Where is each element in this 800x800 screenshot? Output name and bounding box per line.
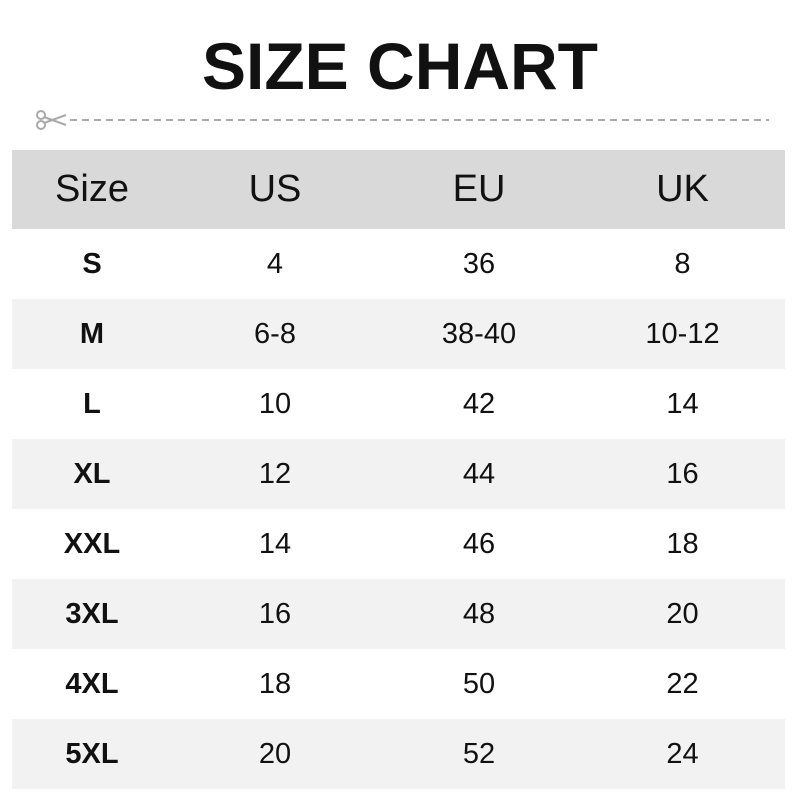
column-header: US: [248, 168, 302, 210]
size-value: 20: [258, 737, 292, 770]
column-header: EU: [452, 168, 506, 210]
size-value: 22: [666, 667, 699, 700]
size-value: 14: [258, 527, 292, 560]
size-table: Size US EU UK S 4 36 8 M 6-8 38-40 10-12 L 10 42 14…: [12, 150, 785, 789]
size-value: 52: [462, 737, 496, 770]
table-row: 4XL 18 50 22: [12, 649, 785, 719]
table-row: M 6-8 38-40 10-12: [12, 299, 785, 369]
size-value: 16: [666, 457, 699, 490]
size-label: 3XL: [65, 597, 119, 630]
size-value: 8: [674, 247, 691, 280]
size-value: 14: [666, 387, 699, 420]
table-row: 5XL 20 52 24: [12, 719, 785, 789]
size-label: 5XL: [65, 737, 119, 770]
column-header: UK: [656, 168, 709, 210]
size-value: 24: [666, 737, 699, 770]
cut-line: [36, 110, 769, 130]
size-value: 38-40: [441, 317, 517, 350]
column-header: Size: [55, 168, 129, 210]
table-header: Size US EU UK: [12, 150, 785, 229]
size-label: XL: [73, 457, 111, 490]
size-value: 18: [666, 527, 699, 560]
size-value: 36: [462, 247, 496, 280]
size-value: 50: [462, 667, 496, 700]
size-label: L: [83, 387, 101, 420]
page-title: SIZE CHART: [202, 29, 598, 103]
size-value: 46: [462, 527, 496, 560]
table-row: S 4 36 8: [12, 229, 785, 299]
size-label: 4XL: [65, 667, 119, 700]
size-label: M: [79, 317, 105, 350]
table-row: 3XL 16 48 20: [12, 579, 785, 649]
size-value: 6-8: [254, 317, 296, 350]
table-row: L 10 42 14: [12, 369, 785, 439]
size-value: 10: [258, 387, 292, 420]
size-value: 42: [462, 387, 496, 420]
size-value: 20: [666, 597, 699, 630]
size-value: 4: [266, 247, 284, 280]
table-row: XXL 14 46 18: [12, 509, 785, 579]
size-value: 12: [258, 457, 292, 490]
size-label: S: [82, 247, 102, 280]
size-value: 44: [462, 457, 496, 490]
size-value: 16: [258, 597, 292, 630]
size-value: 10-12: [645, 317, 720, 350]
size-value: 18: [258, 667, 292, 700]
size-label: XXL: [63, 527, 121, 560]
table-row: XL 12 44 16: [12, 439, 785, 509]
scissors-icon: [36, 110, 67, 130]
size-value: 48: [462, 597, 496, 630]
